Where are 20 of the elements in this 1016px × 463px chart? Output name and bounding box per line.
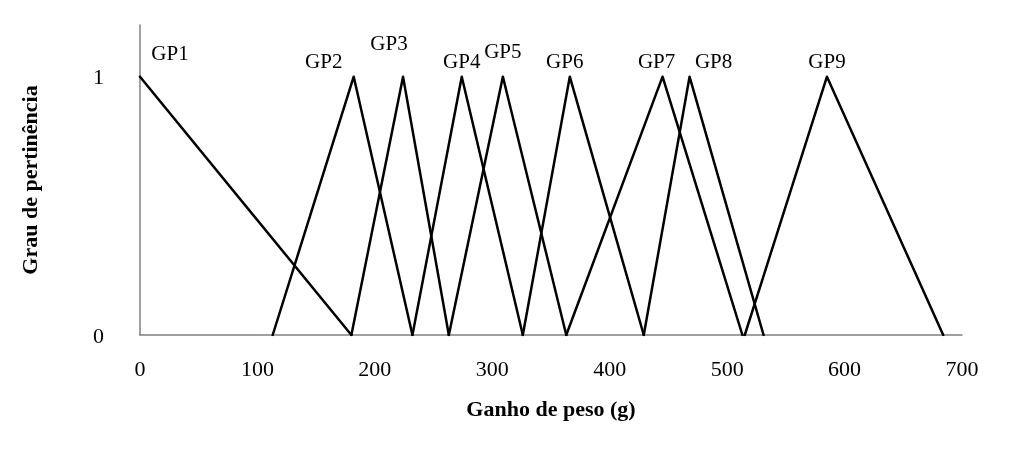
x-tick-label: 600 xyxy=(828,355,862,381)
series-label: GP1 xyxy=(151,41,189,66)
series-label: GP5 xyxy=(484,39,522,64)
x-tick-label: 100 xyxy=(240,355,274,381)
series-label: GP2 xyxy=(305,49,343,74)
y-axis-title: Grau de pertinência xyxy=(16,85,42,275)
x-tick-label: 400 xyxy=(593,355,627,381)
series-label: GP4 xyxy=(443,49,481,74)
x-tick-label: 200 xyxy=(358,355,392,381)
series-label: GP6 xyxy=(546,49,584,74)
x-tick-label: 500 xyxy=(710,355,744,381)
x-axis-title: Ganho de peso (g) xyxy=(466,395,636,421)
series-label: GP9 xyxy=(808,49,846,74)
x-tick-label: 700 xyxy=(945,355,979,381)
x-tick-label: 300 xyxy=(475,355,509,381)
series-label: GP8 xyxy=(694,49,733,74)
series-label: GP3 xyxy=(370,31,408,56)
y-tick-label: 1 xyxy=(93,64,104,90)
series-label: GP7 xyxy=(637,49,676,74)
x-tick-label: 0 xyxy=(134,355,146,381)
